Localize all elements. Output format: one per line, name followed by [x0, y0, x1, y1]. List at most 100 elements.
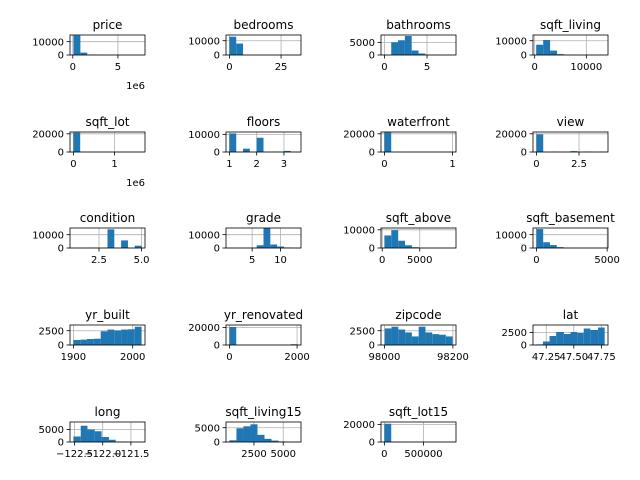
histogram-bar: [384, 235, 392, 248]
subplot-sqft-living15: 2500 5000 0 5000 sqft_living15: [195, 405, 302, 460]
x-offset-text: 1e6: [126, 81, 145, 92]
y-tick-label: 20000: [32, 129, 64, 140]
x-tick-label: −122.5: [56, 449, 93, 460]
histogram-bar: [229, 440, 237, 442]
subplot-floors: 1 2 3 0 10000 floors: [188, 115, 302, 170]
x-tick-label: 2000: [284, 352, 309, 363]
x-tick-label: 1: [226, 159, 232, 170]
histogram-bar: [590, 330, 599, 345]
subplot-long: −122.5−122.0−121.5 0 5000 long: [39, 405, 150, 460]
y-tick-label: 0: [58, 341, 64, 352]
histogram-bar: [405, 332, 412, 345]
subplot-sqft-living: 0 10000 0 10000 sqft_living: [495, 18, 609, 73]
subplot-title: waterfront: [387, 115, 450, 129]
x-tick-label: 0: [379, 255, 385, 266]
x-tick-label: 47.25: [532, 352, 561, 363]
y-tick-label: 0: [214, 51, 220, 62]
histogram-bar: [127, 329, 135, 345]
subplot-zipcode: 98000 98200 0 2500 zipcode: [350, 308, 469, 363]
x-tick-label: 5: [424, 62, 430, 73]
y-tick-label: 0: [58, 438, 64, 449]
y-tick-label: 20000: [495, 129, 527, 140]
subplot-title: view: [557, 115, 585, 129]
x-tick-label: 5000: [594, 255, 619, 266]
histogram-bar: [256, 137, 264, 152]
histogram-bar: [405, 245, 412, 248]
histogram-bar: [256, 245, 264, 248]
histogram-bar: [577, 333, 584, 345]
axes-frame: [225, 324, 302, 346]
x-tick-label: 5000: [270, 449, 295, 460]
histogram-bar: [73, 132, 81, 152]
subplot-title: bedrooms: [234, 18, 294, 32]
histogram-bar: [384, 132, 392, 152]
axes-frame: [380, 227, 457, 249]
x-tick-label: 0: [381, 62, 387, 73]
histogram-bar: [398, 240, 406, 248]
x-tick-label: 2000: [120, 352, 145, 363]
axes-frame: [225, 227, 302, 249]
x-tick-label: 47.75: [587, 352, 616, 363]
subplot-sqft-above: 0 5000 0 10000 sqft_above: [343, 211, 457, 266]
histogram-bar: [243, 148, 250, 152]
x-tick-label: 3: [281, 159, 287, 170]
y-tick-label: 0: [214, 341, 220, 352]
histogram-bar: [598, 327, 605, 345]
histogram-bar: [583, 328, 591, 345]
subplot-title: condition: [80, 211, 135, 225]
subplot-title: lat: [563, 308, 579, 322]
y-tick-label: 10000: [188, 230, 220, 241]
x-tick-label: 98000: [369, 352, 401, 363]
x-tick-label: −121.5: [112, 449, 149, 460]
histogram-bar: [263, 228, 271, 248]
y-tick-label: 2500: [39, 326, 64, 337]
axes-frame: [532, 227, 609, 249]
histogram-bar: [445, 336, 453, 345]
y-tick-label: 10000: [495, 36, 527, 47]
histogram-bar: [543, 40, 551, 55]
histogram-bar: [439, 334, 446, 345]
histogram-bar: [250, 424, 258, 442]
histogram-bar: [411, 50, 419, 55]
x-tick-label: 1: [111, 159, 117, 170]
histogram-bar: [563, 334, 571, 345]
subplot-title: yr_built: [85, 308, 130, 322]
histogram-bar: [73, 436, 81, 442]
histogram-bar: [391, 326, 399, 345]
x-tick-label: 2500: [241, 449, 266, 460]
subplot-sqft-basement: 0 5000 0 10000 sqft_basement: [495, 211, 620, 266]
subplot-sqft-lot15: 0 500000 0 20000 sqft_lot15: [343, 405, 457, 460]
histogram-bar: [277, 246, 284, 248]
histogram-bar: [80, 52, 88, 55]
y-tick-label: 0: [58, 51, 64, 62]
subplot-title: sqft_lot: [86, 115, 130, 129]
x-tick-label: 5: [249, 255, 255, 266]
histogram-bar: [73, 340, 81, 345]
histogram-bar: [570, 332, 578, 345]
y-tick-label: 0: [369, 148, 375, 159]
y-tick-label: 0: [521, 51, 527, 62]
x-tick-label: 25: [275, 62, 288, 73]
histogram-bar: [542, 341, 550, 345]
subplot-title: zipcode: [395, 308, 441, 322]
y-tick-label: 5000: [39, 425, 64, 436]
subplot-view: 0 2.5 0 20000 view: [495, 115, 609, 170]
x-offset-text: 1e6: [126, 178, 145, 189]
histogram-bar: [549, 245, 557, 248]
subplot-title: sqft_above: [386, 211, 451, 225]
y-tick-label: 10000: [32, 230, 64, 241]
histogram-bar: [271, 440, 279, 442]
subplot-title: long: [95, 405, 121, 419]
y-tick-label: 0: [521, 341, 527, 352]
x-tick-label: 0: [70, 159, 76, 170]
x-tick-label: 2.5: [91, 255, 107, 266]
histogram-bar: [549, 336, 557, 345]
x-tick-label: 0: [532, 62, 538, 73]
y-tick-label: 2500: [350, 326, 375, 337]
axes-frame: [532, 131, 609, 153]
histogram-bar: [229, 36, 237, 55]
axes-frame: [69, 131, 146, 153]
x-tick-label: 5: [115, 62, 121, 73]
y-tick-label: 10000: [188, 130, 220, 141]
y-tick-label: 10000: [343, 225, 375, 236]
